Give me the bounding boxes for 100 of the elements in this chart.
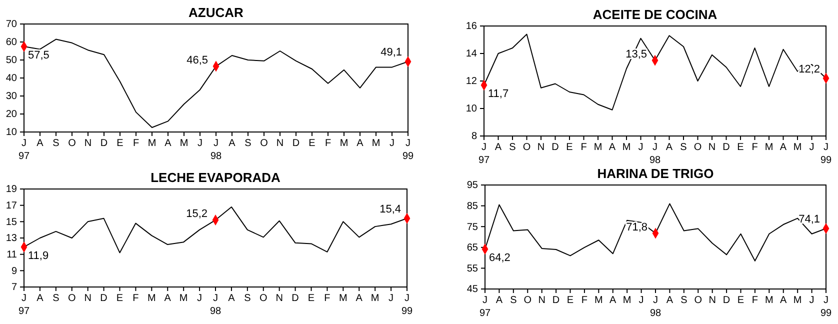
x-tick-label: D [722, 295, 730, 306]
x-tick-label: N [538, 295, 546, 306]
x-tick-label: J 99 [401, 293, 413, 318]
x-tick-label: A [228, 138, 236, 150]
y-tick-label: 17 [6, 200, 18, 212]
data-label: 11,9 [28, 250, 49, 262]
x-tick-label: J 99 [820, 142, 832, 166]
x-tick-label: M [370, 293, 380, 304]
x-tick-label: S [509, 142, 516, 154]
x-tick-label: D [722, 142, 730, 154]
x-tick-label: J 98 [210, 138, 222, 162]
x-tick-label: A [780, 295, 788, 306]
x-tick-label: M [793, 142, 802, 154]
x-tick-label: M [764, 295, 774, 306]
y-tick-label: 10 [6, 127, 18, 138]
x-tick-label: O [524, 295, 532, 306]
x-tick-label: A [666, 142, 673, 154]
y-tick-label: 70 [6, 19, 18, 30]
x-tick-label: S [52, 138, 60, 150]
x-tick-label: N [708, 295, 716, 306]
x-tick-label: J 97 [18, 293, 30, 318]
x-tick-label: N [708, 142, 716, 154]
chart-title: AZUCAR [188, 5, 244, 20]
x-tick-label: A [228, 293, 236, 304]
chart-title: ACEITE DE COCINA [592, 7, 718, 22]
x-tick-label: A [356, 138, 364, 150]
y-tick-label: 8 [471, 131, 478, 142]
x-tick-label: J [809, 295, 814, 306]
data-label: 15,4 [380, 203, 401, 216]
y-tick-label: 65 [466, 242, 478, 254]
x-tick-label: A [356, 293, 363, 304]
y-tick-label: 85 [466, 201, 478, 212]
x-tick-label: S [510, 295, 518, 306]
x-tick-label: S [680, 142, 688, 154]
x-tick-label: A [666, 295, 674, 306]
x-tick-label: N [537, 142, 545, 154]
x-tick-label: F [324, 138, 332, 150]
chart-title: LECHE EVAPORADA [150, 170, 281, 185]
y-tick-label: 30 [6, 91, 18, 102]
x-tick-label: M [764, 142, 774, 154]
x-tick-label: A [164, 293, 172, 304]
x-tick-label: M [622, 142, 631, 154]
data-label: 11,7 [488, 88, 509, 100]
x-tick-label: A [36, 138, 44, 150]
x-tick-label: M [340, 138, 348, 150]
y-tick-label: 15 [6, 216, 18, 228]
x-tick-label: O [260, 138, 268, 150]
x-tick-label: D [100, 138, 108, 150]
y-tick-label: 14 [466, 48, 478, 60]
y-tick-label: 20 [6, 109, 18, 120]
x-tick-label: E [566, 295, 574, 306]
x-tick-label: J [638, 295, 644, 306]
data-label: 57,5 [28, 50, 50, 62]
x-tick-label: E [737, 142, 744, 154]
y-tick-label: 11 [6, 250, 18, 261]
x-tick-label: A [164, 138, 172, 150]
x-tick-label: E [737, 295, 744, 306]
x-tick-label: M [148, 138, 156, 150]
chart-title: HARINA DE TRIGO [597, 166, 714, 181]
x-tick-label: F [132, 293, 139, 304]
x-tick-label: J 97 [478, 142, 490, 166]
y-tick-label: 60 [6, 37, 18, 48]
x-tick-label: A [608, 142, 616, 154]
y-tick-label: 50 [6, 55, 18, 66]
data-label: 71,8 [626, 221, 648, 234]
data-label: 64,2 [489, 252, 510, 264]
y-tick-label: 10 [466, 104, 478, 115]
x-tick-label: F [132, 138, 140, 150]
x-tick-label: M [180, 138, 188, 150]
x-tick-label: J 98 [649, 142, 661, 166]
x-tick-label: J 97 [18, 138, 30, 162]
x-tick-label: M [372, 138, 380, 150]
x-tick-label: E [116, 138, 124, 150]
x-tick-label: M [622, 295, 632, 306]
x-tick-label: E [116, 293, 124, 304]
y-tick-label: 55 [466, 263, 478, 274]
x-tick-label: O [68, 293, 76, 304]
x-tick-label: O [68, 138, 76, 150]
x-tick-label: S [52, 293, 60, 304]
x-tick-label: N [276, 138, 284, 150]
x-tick-label: S [244, 138, 252, 150]
y-tick-label: 9 [11, 266, 18, 277]
x-tick-label: J 98 [210, 293, 222, 318]
x-tick-label: E [308, 293, 315, 304]
y-tick-label: 12 [466, 76, 478, 88]
x-tick-label: J [197, 293, 202, 304]
x-tick-label: A [36, 293, 44, 304]
x-tick-label: A [496, 295, 503, 306]
data-label: 49,1 [380, 46, 402, 59]
x-tick-label: M [594, 142, 602, 154]
y-tick-label: 40 [6, 73, 18, 84]
x-tick-label: J 99 [402, 138, 414, 162]
x-tick-label: O [694, 295, 702, 306]
x-tick-label: S [244, 293, 252, 304]
x-tick-label: E [308, 138, 316, 150]
x-tick-label: O [694, 142, 702, 154]
x-tick-label: M [179, 293, 188, 304]
y-tick-label: 95 [466, 180, 478, 192]
x-tick-label: F [752, 295, 758, 306]
data-label: 74,1 [798, 213, 820, 226]
